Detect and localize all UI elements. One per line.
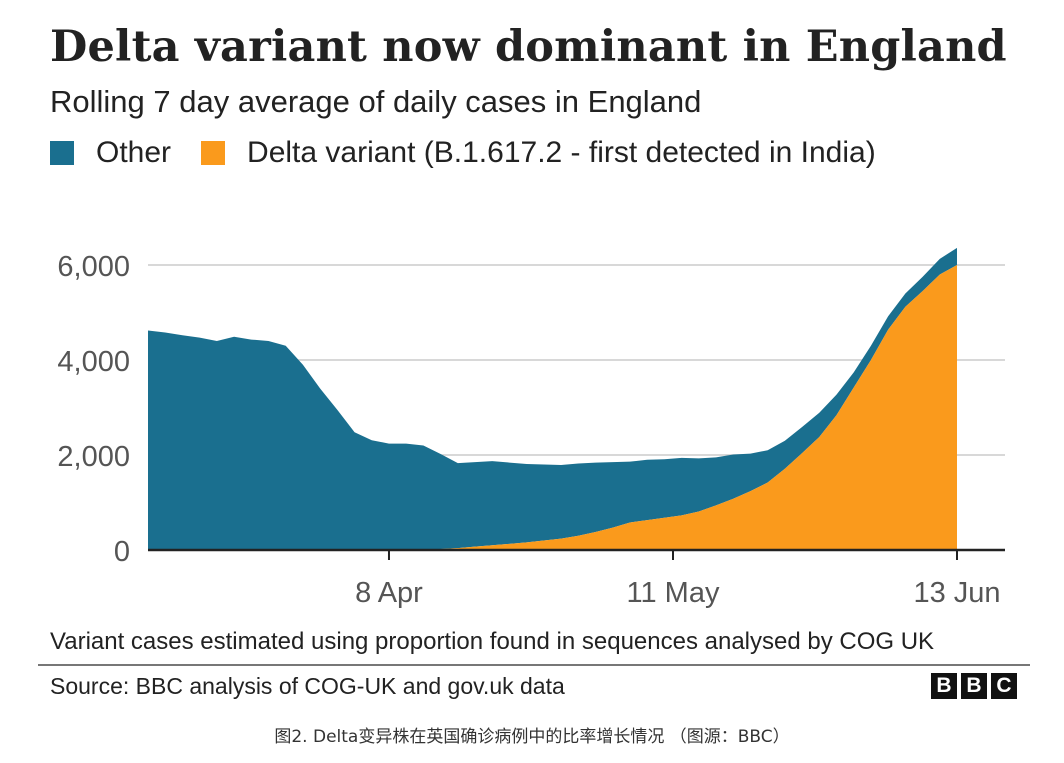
methodology-note: Variant cases estimated using proportion… (50, 628, 935, 655)
chart-subtitle: Rolling 7 day average of daily cases in … (50, 84, 702, 119)
legend-swatch-other (50, 141, 74, 165)
chart-title: Delta variant now dominant in England (50, 22, 1007, 72)
legend: Other Delta variant (B.1.617.2 - first d… (50, 136, 906, 170)
source-line: Source: BBC analysis of COG-UK and gov.u… (50, 673, 565, 699)
stacked-area-chart: 0 2,000 4,000 6,000 8 Apr 11 May 13 Jun (57, 247, 1005, 609)
y-tick-label: 4,000 (57, 346, 130, 378)
figure-caption: 图2. Delta变异株在英国确诊病例中的比率增长情况 （图源：BBC） (274, 727, 790, 747)
bbc-logo-letter: C (991, 673, 1017, 699)
y-tick-label: 6,000 (57, 251, 130, 283)
area-series-delta (148, 265, 957, 550)
legend-label-other: Other (96, 136, 172, 169)
legend-item-delta: Delta variant (B.1.617.2 - first detecte… (201, 136, 876, 170)
x-tick-label: 11 May (627, 577, 720, 609)
bbc-logo-letter: B (961, 673, 987, 699)
y-tick-label: 0 (114, 536, 130, 568)
x-tick-label: 13 Jun (913, 577, 1000, 609)
legend-item-other: Other (50, 136, 171, 170)
footer-divider (38, 664, 1030, 666)
bbc-logo: B B C (931, 673, 1017, 699)
y-tick-label: 2,000 (57, 441, 130, 473)
x-tick-label: 8 Apr (355, 577, 423, 609)
bbc-logo-letter: B (931, 673, 957, 699)
legend-label-delta: Delta variant (B.1.617.2 - first detecte… (247, 136, 876, 169)
legend-swatch-delta (201, 141, 226, 165)
area-series-other (148, 247, 957, 550)
